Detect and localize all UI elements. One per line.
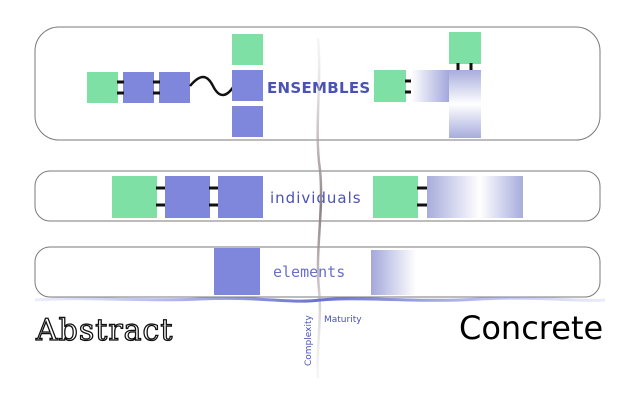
green-block: [374, 70, 406, 102]
green-block: [112, 176, 157, 218]
green-block: [87, 72, 118, 103]
level-label-elements: elements: [273, 263, 345, 281]
ensembles-panel: ENSEMBLES: [34, 26, 601, 141]
blue-block: [232, 70, 263, 101]
horizontal-axis: [34, 296, 606, 303]
fading-block: [371, 250, 416, 295]
fading-block: [449, 70, 481, 138]
axis-label-maturity: Maturity: [324, 315, 362, 325]
abstract-individual-chain: [112, 176, 263, 218]
abstract-ensemble-chain: [87, 34, 263, 137]
level-label-individuals: individuals: [270, 189, 362, 207]
green-block: [449, 32, 481, 64]
individuals-panel: individuals: [34, 170, 601, 222]
pole-label-concrete: Concrete: [459, 309, 603, 347]
fading-block: [411, 70, 449, 102]
blue-block: [123, 72, 154, 103]
blue-block: [214, 248, 260, 295]
blue-block: [165, 176, 210, 218]
blue-block: [159, 72, 190, 103]
fading-block: [427, 176, 523, 218]
blue-block: [232, 106, 263, 137]
pole-label-abstract: Abstract: [35, 313, 173, 348]
wavy-link: [189, 75, 236, 97]
concrete-ensemble: [374, 32, 481, 138]
blue-block: [218, 176, 263, 218]
green-block: [373, 176, 418, 218]
green-block: [232, 34, 263, 65]
axis-label-complexity: Complexity: [304, 314, 314, 366]
concrete-individual: [373, 176, 523, 218]
vertical-axis: [316, 37, 323, 379]
